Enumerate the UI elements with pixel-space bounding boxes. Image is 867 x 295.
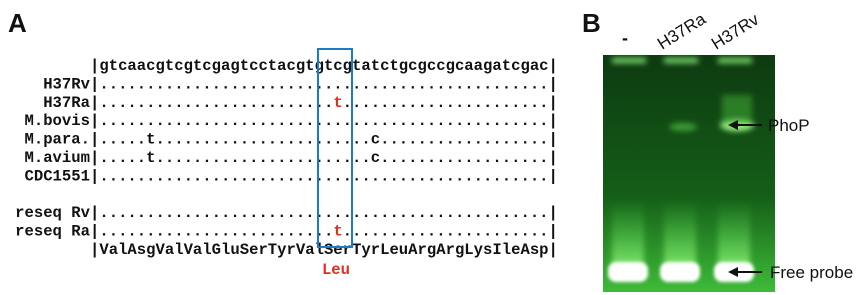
strain-name: M.bovis — [24, 112, 90, 130]
sequence-segment: |.....t.......................c.........… — [90, 131, 558, 149]
lane-label: H37Rv — [708, 9, 763, 53]
sequence-segment: t — [333, 94, 342, 112]
strain-name: H37Rv — [43, 75, 90, 93]
sequence-segment: |.......................................… — [90, 167, 558, 185]
figure: A B |gtcaacgtcgtcgagtcctacgtgtcgtatctgcg… — [0, 0, 867, 295]
aligned-sequence: |.........................t.............… — [90, 223, 558, 241]
sequence-segment: |.......................................… — [90, 75, 558, 93]
sequence-segment: ......................| — [343, 94, 558, 112]
alignment: |gtcaacgtcgtcgagtcctacgtgtcgtatctgcgccgc… — [15, 57, 558, 279]
lane-label: - — [622, 28, 628, 48]
lane-label: H37Ra — [654, 9, 709, 53]
aligned-sequence: |.....t.......................c.........… — [90, 131, 558, 149]
aligned-sequence: |.....t.......................c.........… — [90, 149, 558, 167]
strain-name: reseq Ra — [15, 223, 90, 241]
strain-name: M.avium — [24, 149, 90, 167]
aligned-sequence: |.......................................… — [90, 75, 558, 93]
panel-label: A — [8, 8, 27, 38]
sequence-segment: t — [333, 223, 342, 241]
sequence-segment: |......................... — [90, 223, 333, 241]
aligned-sequence: |.......................................… — [90, 112, 558, 130]
reference-sequence: |gtcaacgtcgtcgagtcctacgtgtcgtatctgcgccgc… — [90, 57, 558, 75]
strain-name: reseq Rv — [15, 204, 91, 222]
annotation: PhoP — [768, 116, 810, 135]
aligned-sequence: |.........................t.............… — [90, 94, 558, 112]
sequence-segment: |.......................................… — [90, 112, 558, 130]
gel — [603, 55, 775, 292]
sequence-segment: |.......................................… — [90, 204, 558, 222]
panel-label: B — [582, 8, 601, 38]
translation: |ValAsgValValGluSerTyrValSerTyrLeuArgArg… — [90, 241, 558, 259]
strain-name: M.para. — [24, 131, 90, 149]
strain-name: CDC1551 — [24, 167, 90, 185]
sequence-segment: |.....t.......................c.........… — [90, 149, 558, 167]
substitution: Leu — [322, 261, 350, 279]
strain-name: H37Ra — [43, 94, 90, 112]
aligned-sequence: |.......................................… — [90, 204, 558, 222]
sequence-segment: ......................| — [343, 223, 558, 241]
annotation: Free probe — [770, 263, 853, 282]
sequence-segment: |......................... — [90, 94, 333, 112]
aligned-sequence: |.......................................… — [90, 167, 558, 185]
